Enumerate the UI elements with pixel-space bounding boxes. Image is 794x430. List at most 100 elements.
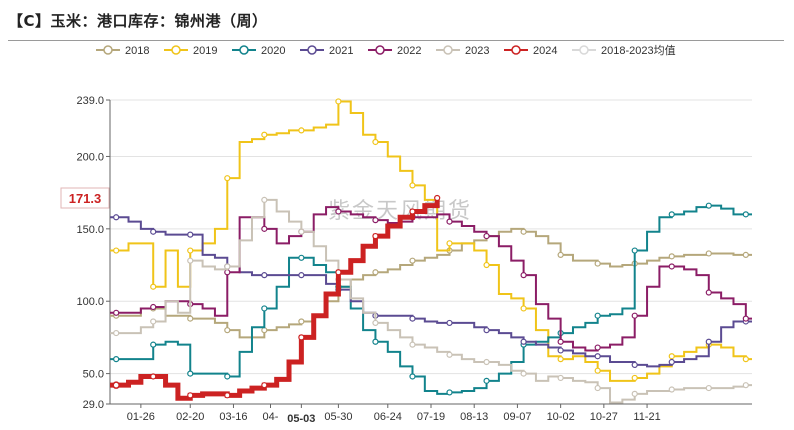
- legend-swatch-marker: [103, 45, 113, 55]
- data-point: [520, 370, 527, 377]
- y-tick-label: 239.0: [76, 95, 104, 107]
- data-point: [668, 386, 675, 393]
- data-point-start: [112, 381, 120, 389]
- x-tick-label: 11-21: [633, 411, 660, 423]
- data-point: [261, 305, 268, 312]
- series-line-2024: [110, 198, 440, 401]
- legend-item-5[interactable]: 2022: [368, 45, 421, 57]
- series-line-2019: [110, 100, 752, 382]
- data-point: [224, 175, 231, 182]
- legend-swatch-marker: [307, 45, 317, 55]
- data-point: [113, 247, 120, 254]
- legend-item-1[interactable]: 2018: [96, 45, 149, 57]
- series-line-2023: [110, 198, 752, 404]
- legend-item-7[interactable]: 2024: [504, 45, 557, 57]
- data-point: [557, 356, 564, 363]
- x-tick-label: 02-20: [176, 411, 204, 423]
- data-point: [298, 334, 305, 341]
- data-point: [668, 353, 675, 360]
- data-point: [705, 250, 712, 257]
- legend-swatch-marker: [579, 45, 589, 55]
- data-point: [557, 251, 564, 258]
- chart-legend[interactable]: 2018 2019 2020 2021 2022 2023 2024 2018-2023均值: [96, 44, 676, 57]
- data-point: [372, 217, 379, 224]
- x-tick-label: 07-19: [417, 411, 445, 423]
- data-point: [594, 344, 601, 351]
- data-point: [335, 269, 342, 276]
- series-line-2022: [110, 206, 752, 352]
- x-tick-label: 06-24: [374, 411, 402, 423]
- y-tick-label: 150.0: [76, 224, 104, 236]
- data-point: [372, 338, 379, 345]
- series-line-2021: [110, 216, 752, 368]
- data-point: [298, 272, 305, 279]
- data-point: [113, 329, 120, 337]
- legend-item-8[interactable]: 2018-2023均值: [572, 44, 676, 57]
- data-point: [742, 382, 749, 389]
- data-point: [298, 318, 305, 325]
- data-point: [224, 373, 231, 380]
- data-point: [446, 389, 453, 396]
- legend-swatch-marker: [375, 45, 385, 55]
- data-point: [150, 341, 157, 348]
- data-point: [705, 202, 712, 209]
- data-point: [298, 228, 305, 235]
- data-point: [261, 131, 268, 138]
- data-point: [298, 127, 305, 134]
- legend-swatch-marker: [171, 45, 181, 55]
- x-tick-label: 09-07: [503, 411, 531, 423]
- series-2023: [110, 196, 752, 404]
- data-point: [150, 283, 157, 290]
- x-tick-label: 04-: [263, 411, 279, 423]
- callout-box: [60, 187, 110, 209]
- data-point: [261, 382, 268, 389]
- data-point: [409, 257, 416, 264]
- data-point: [705, 289, 712, 296]
- legend-item-6[interactable]: 2023: [436, 45, 489, 57]
- data-point: [594, 367, 601, 374]
- series-2024: [110, 194, 441, 401]
- data-point: [187, 247, 194, 254]
- data-point: [742, 211, 749, 218]
- data-point: [742, 315, 749, 322]
- data-point: [557, 374, 564, 382]
- data-point: [631, 361, 638, 369]
- data-point: [557, 338, 564, 345]
- data-point: [113, 356, 120, 363]
- data-point: [631, 374, 638, 382]
- data-point: [483, 261, 490, 269]
- data-point: [187, 315, 194, 322]
- x-tick-label: 01-26: [127, 411, 155, 423]
- data-point: [261, 196, 268, 203]
- series-2019: [110, 98, 752, 382]
- data-point: [446, 240, 453, 247]
- data-point: [594, 312, 601, 319]
- legend-item-2[interactable]: 2019: [164, 45, 217, 57]
- data-point: [224, 327, 231, 334]
- legend-label: 2021: [329, 45, 353, 57]
- data-point: [372, 138, 379, 146]
- data-point: [372, 319, 379, 327]
- y-tick-label: 200.0: [76, 151, 104, 163]
- legend-label: 2022: [397, 45, 421, 57]
- data-point: [631, 247, 638, 254]
- data-point: [705, 338, 712, 345]
- data-point: [668, 263, 675, 270]
- data-point: [520, 272, 527, 279]
- legend-swatch-marker: [511, 45, 521, 55]
- data-point: [261, 225, 268, 232]
- title-divider: [8, 40, 784, 41]
- data-point: [557, 347, 564, 354]
- latest-value-callout: 171.3: [60, 187, 110, 209]
- data-point: [594, 260, 601, 267]
- legend-swatch-marker: [239, 45, 249, 55]
- data-point: [742, 356, 749, 363]
- legend-item-4[interactable]: 2021: [300, 45, 353, 57]
- plot-area: [110, 98, 752, 404]
- data-point: [594, 384, 601, 392]
- data-point: [446, 218, 453, 225]
- data-point: [446, 319, 453, 327]
- data-point: [742, 251, 749, 258]
- legend-swatch-marker: [443, 45, 453, 55]
- legend-item-3[interactable]: 2020: [232, 45, 285, 57]
